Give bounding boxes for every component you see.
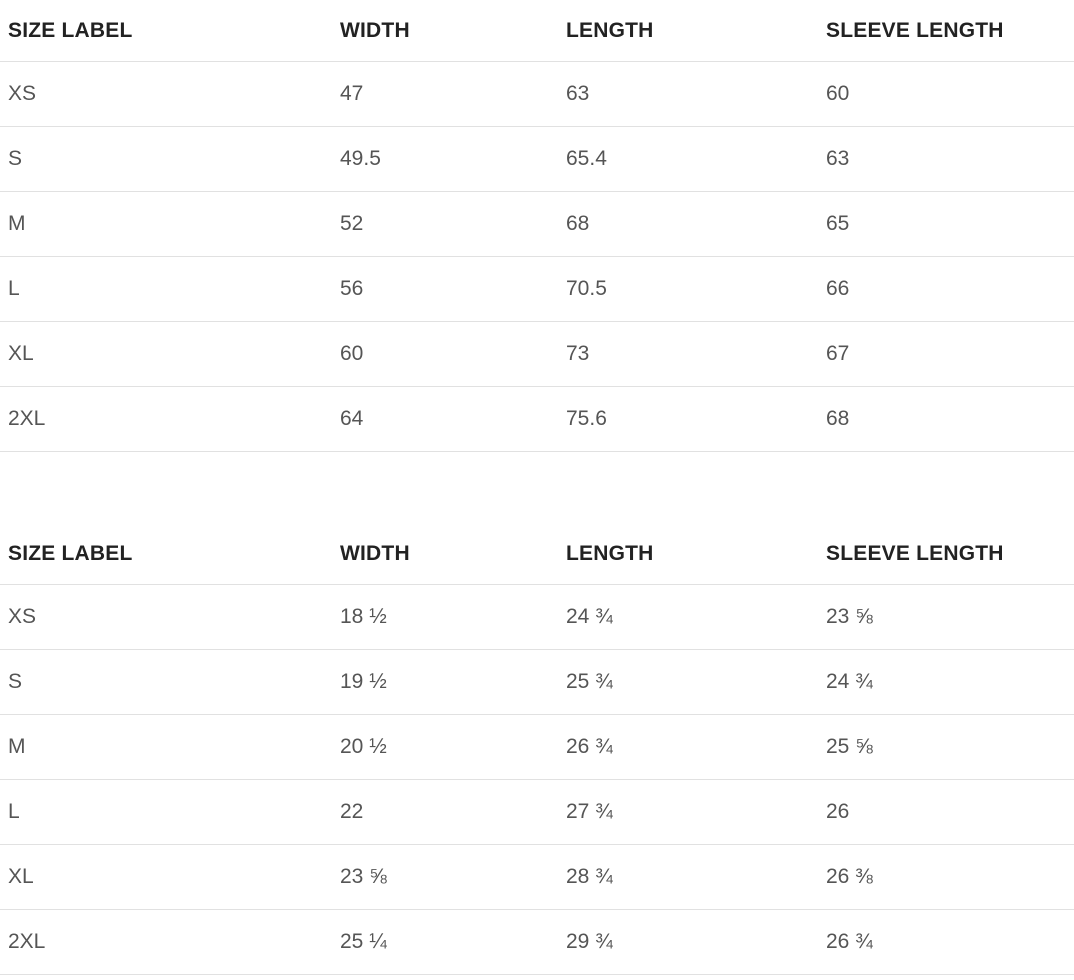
size-chart-table-imperial: SIZE LABEL WIDTH LENGTH SLEEVE LENGTH XS 18 … <box>0 523 1074 975</box>
measurement-cell: 68 <box>558 191 818 257</box>
size-label-cell: XS <box>0 584 332 650</box>
table-row: XS 47 63 60 <box>0 61 1074 127</box>
size-label-cell: M <box>0 714 332 780</box>
measurement-cell: 64 <box>332 386 558 452</box>
size-label-cell: L <box>0 779 332 845</box>
measurement-cell: 25 ¾ <box>558 649 818 715</box>
size-label-cell: S <box>0 649 332 715</box>
measurement-cell: 23 ⅝ <box>818 584 1074 650</box>
table-row: 2XL 64 75.6 68 <box>0 386 1074 452</box>
measurement-cell: 65 <box>818 191 1074 257</box>
measurement-cell: 47 <box>332 61 558 127</box>
measurement-cell: 67 <box>818 321 1074 387</box>
measurement-cell: 68 <box>818 386 1074 452</box>
measurement-cell: 28 ¾ <box>558 844 818 910</box>
column-header: SLEEVE LENGTH <box>818 0 1074 62</box>
measurement-cell: 70.5 <box>558 256 818 322</box>
measurement-cell: 65.4 <box>558 126 818 192</box>
size-label-cell: 2XL <box>0 386 332 452</box>
table-row: L 22 27 ¾ 26 <box>0 779 1074 845</box>
table-row: L 56 70.5 66 <box>0 256 1074 322</box>
measurement-cell: 26 ⅜ <box>818 844 1074 910</box>
measurement-cell: 26 ¾ <box>818 909 1074 975</box>
table-row: M 20 ½ 26 ¾ 25 ⅝ <box>0 714 1074 780</box>
table-row: XS 18 ½ 24 ¾ 23 ⅝ <box>0 584 1074 650</box>
header-row: SIZE LABEL WIDTH LENGTH SLEEVE LENGTH <box>0 0 1074 62</box>
measurement-cell: 63 <box>818 126 1074 192</box>
table-row: XL 60 73 67 <box>0 321 1074 387</box>
size-label-cell: XL <box>0 844 332 910</box>
measurement-cell: 29 ¾ <box>558 909 818 975</box>
column-header: WIDTH <box>332 0 558 62</box>
measurement-cell: 49.5 <box>332 126 558 192</box>
table-row: XL 23 ⅝ 28 ¾ 26 ⅜ <box>0 844 1074 910</box>
measurement-cell: 63 <box>558 61 818 127</box>
column-header: LENGTH <box>558 523 818 585</box>
measurement-cell: 18 ½ <box>332 584 558 650</box>
size-label-cell: XL <box>0 321 332 387</box>
column-header: SIZE LABEL <box>0 0 332 62</box>
measurement-cell: 26 <box>818 779 1074 845</box>
column-header: LENGTH <box>558 0 818 62</box>
measurement-cell: 73 <box>558 321 818 387</box>
measurement-cell: 66 <box>818 256 1074 322</box>
column-header: SIZE LABEL <box>0 523 332 585</box>
measurement-cell: 19 ½ <box>332 649 558 715</box>
measurement-cell: 75.6 <box>558 386 818 452</box>
column-header: SLEEVE LENGTH <box>818 523 1074 585</box>
measurement-cell: 60 <box>818 61 1074 127</box>
measurement-cell: 27 ¾ <box>558 779 818 845</box>
measurement-cell: 25 ¼ <box>332 909 558 975</box>
measurement-cell: 52 <box>332 191 558 257</box>
size-label-cell: 2XL <box>0 909 332 975</box>
size-chart-table-metric: SIZE LABEL WIDTH LENGTH SLEEVE LENGTH XS 47 6… <box>0 0 1074 452</box>
column-header: WIDTH <box>332 523 558 585</box>
measurement-cell: 23 ⅝ <box>332 844 558 910</box>
header-row: SIZE LABEL WIDTH LENGTH SLEEVE LENGTH <box>0 523 1074 585</box>
measurement-cell: 20 ½ <box>332 714 558 780</box>
measurement-cell: 60 <box>332 321 558 387</box>
size-label-cell: XS <box>0 61 332 127</box>
measurement-cell: 24 ¾ <box>818 649 1074 715</box>
table-row: S 19 ½ 25 ¾ 24 ¾ <box>0 649 1074 715</box>
size-label-cell: L <box>0 256 332 322</box>
table-row: 2XL 25 ¼ 29 ¾ 26 ¾ <box>0 909 1074 975</box>
table-row: S 49.5 65.4 63 <box>0 126 1074 192</box>
measurement-cell: 25 ⅝ <box>818 714 1074 780</box>
measurement-cell: 26 ¾ <box>558 714 818 780</box>
measurement-cell: 22 <box>332 779 558 845</box>
table-row: M 52 68 65 <box>0 191 1074 257</box>
measurement-cell: 56 <box>332 256 558 322</box>
size-label-cell: S <box>0 126 332 192</box>
measurement-cell: 24 ¾ <box>558 584 818 650</box>
size-label-cell: M <box>0 191 332 257</box>
